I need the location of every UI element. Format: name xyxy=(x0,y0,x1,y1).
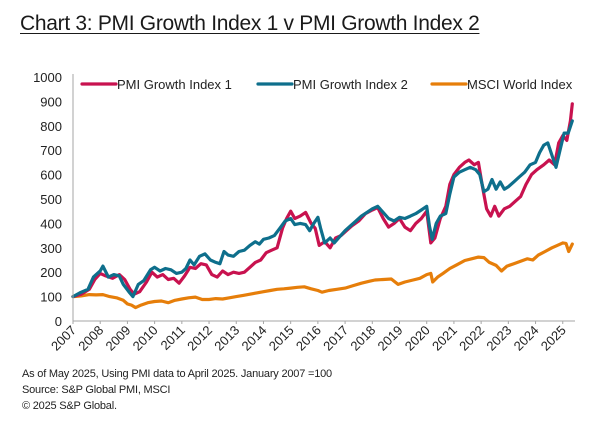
legend-label: MSCI World Index xyxy=(467,77,573,92)
x-tick-label: 2007 xyxy=(48,323,79,354)
y-tick-label: 1000 xyxy=(33,70,62,85)
y-tick-label: 100 xyxy=(40,290,62,305)
y-tick-label: 400 xyxy=(40,216,62,231)
y-tick-label: 600 xyxy=(40,168,62,183)
x-tick-label: 2025 xyxy=(538,323,569,354)
y-tick-label: 0 xyxy=(55,314,62,329)
y-tick-label: 700 xyxy=(40,143,62,158)
x-tick-label: 2016 xyxy=(293,323,324,354)
x-tick-label: 2020 xyxy=(402,323,433,354)
y-axis-ticks: 0 100 200 300 400 500 600 700 800 900 1000 xyxy=(33,70,62,329)
x-tick-label: 2021 xyxy=(429,323,460,354)
x-tick-label: 2023 xyxy=(483,323,514,354)
x-tick-label: 2013 xyxy=(211,323,242,354)
legend: PMI Growth Index 1 PMI Growth Index 2 MSCI… xyxy=(80,77,573,92)
legend-label: PMI Growth Index 1 xyxy=(117,77,232,92)
x-tick-label: 2008 xyxy=(75,323,106,354)
chart-title: Chart 3: PMI Growth Index 1 v PMI Growth… xyxy=(20,12,480,35)
note-copyright: © 2025 S&P Global. xyxy=(22,400,117,412)
x-tick-label: 2011 xyxy=(158,323,188,353)
plot-lines xyxy=(71,102,574,310)
y-tick-label: 900 xyxy=(40,94,62,109)
x-tick-label: 2009 xyxy=(102,323,133,354)
y-tick-label: 300 xyxy=(40,241,62,256)
chart-notes: As of May 2025, Using PMI data to April … xyxy=(22,366,332,414)
x-tick-label: 2012 xyxy=(184,323,215,354)
note-as-of: As of May 2025, Using PMI data to April … xyxy=(22,368,332,380)
x-axis-ticks: 2007200820092010201120122013201420152016… xyxy=(48,321,569,354)
x-tick-label: 2014 xyxy=(239,323,270,354)
x-tick-label: 2017 xyxy=(320,323,351,354)
x-tick-label: 2024 xyxy=(511,323,542,354)
x-tick-label: 2019 xyxy=(375,323,406,354)
x-tick-label: 2022 xyxy=(456,323,487,354)
legend-label: PMI Growth Index 2 xyxy=(293,77,408,92)
y-tick-label: 800 xyxy=(40,119,62,134)
x-tick-label: 2015 xyxy=(266,323,297,354)
x-tick-label: 2010 xyxy=(130,323,161,354)
x-tick-label: 2018 xyxy=(347,323,378,354)
series-line-pmi-growth-index-2 xyxy=(71,119,574,299)
series-line-msci-world-index xyxy=(71,241,574,310)
y-tick-label: 500 xyxy=(40,192,62,207)
note-source: Source: S&P Global PMI, MSCI xyxy=(22,384,171,396)
y-tick-label: 200 xyxy=(40,265,62,280)
